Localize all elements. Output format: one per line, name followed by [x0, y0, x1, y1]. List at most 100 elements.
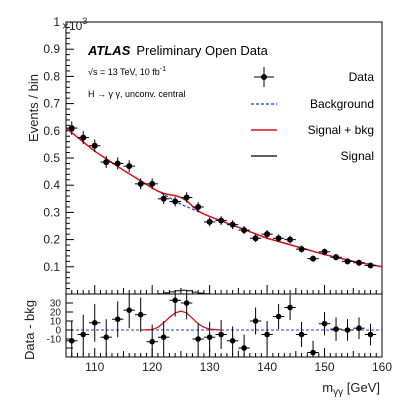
background-curve — [65, 127, 383, 268]
ratio-data-point — [126, 307, 132, 314]
ratio-data-point — [287, 304, 293, 311]
data-point — [80, 134, 87, 141]
ratio-data-point — [264, 331, 270, 338]
data-point — [356, 259, 363, 266]
data-point — [252, 235, 259, 242]
ratio-data-point — [80, 331, 87, 338]
data-point — [310, 255, 317, 262]
ratio-plot-frame — [65, 293, 383, 358]
y-tick-label: 0.2 — [43, 233, 60, 247]
ratio-y-tick-label: 20 — [50, 308, 62, 319]
main-plot-panel: 0.1 0.2 0.3 0.4 0.5 0.6 0.7 0.8 0.9 1 Events / bi… — [26, 15, 383, 295]
ratio-data-point — [160, 334, 167, 341]
ratio-data-point — [183, 300, 190, 306]
legend-entry-data: Data — [254, 67, 374, 87]
x-tick-label: 160 — [372, 360, 392, 374]
y-tick-label: 0.6 — [43, 124, 60, 138]
ratio-data-point — [103, 334, 110, 341]
channel-label: H → γ γ, unconv. central — [88, 89, 185, 99]
data-point — [195, 203, 202, 210]
y-multiplier-exponent: 3 — [82, 16, 87, 26]
x-tick-label: 110 — [85, 360, 104, 374]
ratio-data-point — [218, 331, 224, 338]
legend-entry-background: Background — [251, 97, 374, 111]
data-point — [344, 258, 351, 265]
y-tick-label: 0.3 — [43, 205, 60, 219]
x-axis-label-subscript: γγ — [333, 387, 343, 398]
x-tick-label: 130 — [200, 360, 220, 374]
signal-plus-background-curve — [65, 127, 383, 268]
y-tick-label: 0.5 — [43, 151, 60, 165]
legend: Data Background Signal + bkg Signal — [251, 67, 374, 163]
legend-label-signal-plus-bkg: Signal + bkg — [308, 123, 374, 137]
data-point — [287, 236, 294, 243]
y-tick-label: 0.7 — [43, 97, 60, 111]
data-point — [321, 248, 328, 255]
data-point — [241, 227, 248, 234]
ratio-data-point — [367, 331, 374, 338]
legend-label-background: Background — [310, 97, 374, 111]
ratio-data-point — [114, 316, 121, 323]
main-x-axis — [65, 285, 383, 294]
y-axis-label: Events / bin — [26, 74, 41, 142]
ratio-data-points — [66, 294, 377, 357]
data-point — [103, 159, 110, 166]
main-plot-frame — [65, 21, 383, 295]
data-point — [172, 198, 179, 205]
x-tick-label: 120 — [142, 360, 162, 374]
y-tick-label: 0.1 — [43, 260, 60, 274]
ratio-data-point — [229, 338, 236, 344]
ratio-data-point — [310, 349, 316, 356]
ratio-y-tick-label: 30 — [50, 299, 62, 310]
data-point — [160, 195, 167, 202]
x-axis-label: mγγ [GeV] — [322, 380, 380, 398]
ratio-data-point — [356, 325, 362, 332]
y-multiplier: ×103 — [62, 16, 87, 33]
ratio-data-point — [298, 331, 305, 338]
data-point — [183, 194, 190, 201]
ratio-data-point — [241, 345, 247, 351]
ratio-signal-curve — [140, 310, 222, 331]
ratio-data-point — [344, 327, 351, 333]
ratio-data-point — [149, 338, 155, 345]
y-tick-label: 1 — [53, 15, 60, 29]
data-point — [333, 254, 340, 261]
y-tick-label: 0.8 — [43, 69, 60, 83]
data-point — [68, 125, 75, 132]
ratio-data-point — [91, 320, 98, 326]
ratio-data-point — [68, 338, 75, 344]
y-tick-label: 0.4 — [43, 178, 60, 192]
data-point — [367, 262, 374, 269]
ratio-x-axis: 110 120 130 140 150 160 — [65, 348, 392, 374]
main-y-axis: 0.1 0.2 0.3 0.4 0.5 0.6 0.7 0.8 0.9 1 — [43, 15, 74, 295]
ratio-data-point — [172, 297, 178, 304]
x-axis-label-unit: [GeV] — [343, 380, 380, 395]
legend-entry-signal-plus-bkg: Signal + bkg — [251, 123, 374, 137]
data-point — [137, 180, 144, 187]
atlas-sub-label: Preliminary Open Data — [136, 43, 268, 58]
signal-histogram — [152, 289, 211, 295]
ratio-data-point — [252, 318, 259, 324]
y-multiplier-base: ×10 — [62, 19, 83, 33]
ratio-data-point — [206, 334, 213, 341]
ratio-y-tick-label: -10 — [47, 335, 62, 346]
ratio-data-point — [321, 320, 328, 327]
y-tick-label: 0.9 — [43, 42, 60, 56]
ratio-data-point — [275, 313, 282, 320]
legend-label-data: Data — [349, 70, 375, 84]
data-point — [218, 217, 225, 224]
data-point — [149, 180, 156, 187]
data-point — [275, 235, 282, 242]
atlas-label: ATLAS Preliminary Open Data — [87, 43, 269, 58]
legend-label-signal: Signal — [341, 149, 374, 163]
ratio-data-point — [137, 311, 144, 318]
ratio-y-tick-label: 10 — [50, 317, 62, 328]
data-point — [298, 246, 305, 253]
legend-entry-signal: Signal — [251, 149, 374, 163]
data-point — [114, 160, 121, 167]
ratio-y-axis-label: Data - bkg — [22, 300, 37, 360]
data-point — [126, 163, 133, 170]
energy-exponent: -1 — [160, 66, 166, 73]
